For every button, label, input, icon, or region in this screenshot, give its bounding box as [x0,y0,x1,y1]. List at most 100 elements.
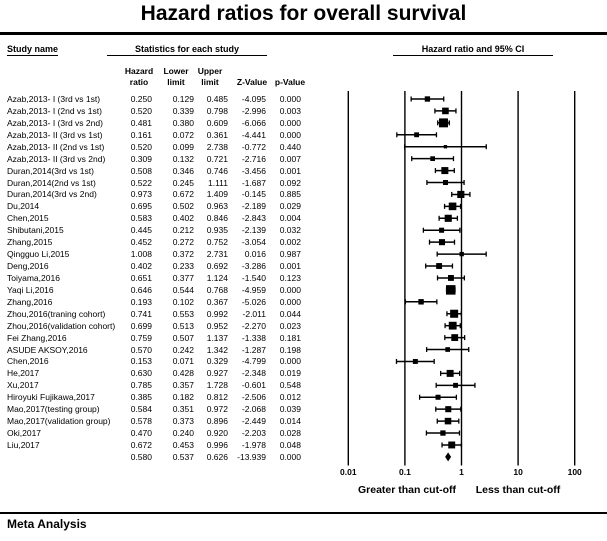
hazard-ratio-value: 0.578 [130,416,152,427]
upper-limit-value: 0.846 [206,213,228,224]
study-name: Du,2014 [7,201,40,212]
hr-square-marker [442,107,449,115]
upper-limit-value: 0.952 [206,320,228,331]
title-divider-rule [0,32,607,35]
p-value: 0.014 [279,416,301,427]
z-value: -5.026 [241,296,266,307]
z-value: -2.348 [241,368,266,379]
lower-limit-value: 0.372 [172,249,194,260]
lower-limit-value: 0.102 [172,296,194,307]
hazard-ratio-value: 0.250 [130,94,152,104]
upper-limit-value: 0.361 [206,129,228,140]
p-value: 0.044 [279,308,301,319]
p-value: 0.885 [279,189,301,200]
z-value: -1.687 [241,177,266,188]
hr-square-marker [445,406,452,413]
p-value: 0.000 [279,356,301,367]
study-row: Azab,2013- II (3rd vs 1st) 0.161 0.072 0.36… [0,129,340,141]
hazard-ratio-value: 0.699 [130,320,152,331]
p-value: 0.001 [279,165,301,176]
lower-limit-value: 0.513 [172,320,194,331]
upper-limit-value: 0.920 [206,428,228,439]
upper-limit-value: 2.731 [206,249,228,260]
upper-limit-value: 0.798 [206,105,228,116]
study-name: He,2017 [7,368,40,379]
hazard-ratio-value: 0.402 [130,261,152,272]
p-value: 0.004 [279,213,301,224]
p-value: 0.000 [279,129,301,140]
lower-limit-value: 0.544 [172,284,194,295]
lower-limit-value: 0.071 [172,356,194,367]
study-name: ASUDE AKSOY,2016 [7,344,88,355]
study-name: Azab,2013- II (3rd vs 2nd) [7,153,106,164]
hazard-ratio-value: 0.741 [130,308,152,319]
axis-tick-label: 0.01 [340,467,357,477]
z-value: -4.441 [241,129,266,140]
lower-limit-value: 0.402 [172,213,194,224]
hr-square-marker [440,430,446,436]
z-value: 0.016 [244,249,266,260]
study-name: Azab,2013- I (3rd vs 2nd) [7,117,103,128]
study-name: Deng,2016 [7,261,49,272]
p-value: 0.987 [279,249,301,260]
study-name: Toiyama,2016 [7,272,60,283]
hr-square-marker [430,156,435,162]
study-row: Shibutani,2015 0.445 0.212 0.935 -2.139 0.032 [0,224,340,236]
z-value: -6.066 [241,117,266,128]
upper-limit-value: 0.935 [206,225,228,236]
lower-limit-value: 0.245 [172,177,194,188]
study-name: Zhang,2015 [7,237,53,248]
upper-limit-value: 0.963 [206,201,228,212]
hr-square-marker [448,321,457,330]
upper-limit-value: 0.768 [206,284,228,295]
study-row: Hiroyuki Fujikawa,2017 0.385 0.182 0.812 -2.… [0,391,340,403]
upper-limit-value: 0.626 [206,451,228,462]
column-header-z-value: Z-Value [236,76,268,87]
study-name: Azab,2013- II (3rd vs 1st) [7,129,103,140]
p-value: 0.048 [279,439,301,450]
study-name: Azab,2013- I (3rd vs 1st) [7,94,101,104]
lower-limit-value: 0.507 [172,332,194,343]
upper-limit-value: 0.752 [206,237,228,248]
z-value: -2.011 [242,308,266,319]
study-name: Fei Zhang,2016 [7,332,67,343]
study-row: He,2017 0.630 0.428 0.927 -2.348 0.019 [0,367,340,379]
less-than-cutoff-label: Less than cut-off [476,484,561,496]
lower-limit-value: 0.502 [172,201,194,212]
z-value: -0.145 [241,189,266,200]
z-value: -2.203 [241,428,266,439]
upper-limit-value: 1.409 [206,189,228,200]
hazard-ratio-value: 0.785 [130,380,152,391]
upper-limit-value: 0.329 [206,356,228,367]
upper-limit-value: 0.485 [206,94,228,104]
z-value: -2.068 [241,404,266,415]
p-value: 0.012 [279,392,301,403]
p-value: 0.548 [279,380,301,391]
lower-limit-value: 0.339 [172,105,194,116]
study-name: Duran,2014(3rd vs 1st) [7,165,94,176]
study-name: Azab,2013- I (2nd vs 1st) [7,105,102,116]
study-name-header: Study name [7,44,59,56]
study-row: ASUDE AKSOY,2016 0.570 0.242 1.342 -1.287 0.1… [0,344,340,356]
study-name: Zhou,2016(traning cohort) [7,308,106,319]
upper-limit-value: 0.896 [206,416,228,427]
hazard-ratio-value: 0.508 [130,165,152,176]
hazard-ratio-value: 0.584 [130,404,152,415]
study-row: Duran,2014(3rd vs 1st) 0.508 0.346 0.746 -3.… [0,165,340,177]
hazard-ratio-value: 0.309 [130,153,152,164]
study-row: Yaqi Li,2016 0.646 0.544 0.768 -4.959 0.000 [0,284,340,296]
lower-limit-value: 0.182 [172,392,194,403]
lower-limit-value: 0.373 [172,416,194,427]
hazard-ratio-value: 0.672 [130,439,152,450]
z-value: -13.939 [237,451,266,462]
p-value: 0.002 [279,237,301,248]
study-name: Hiroyuki Fujikawa,2017 [7,392,95,403]
hazard-ratio-value: 0.570 [130,344,152,355]
study-name: Liu,2017 [7,439,40,450]
statistics-header: Statistics for each study [107,44,267,56]
upper-limit-value: 0.367 [206,296,228,307]
p-value: 0.023 [279,320,301,331]
lower-limit-value: 0.072 [172,129,194,140]
study-row: Xu,2017 0.785 0.357 1.728 -0.601 0.548 [0,379,340,391]
z-value: -2.270 [241,320,266,331]
